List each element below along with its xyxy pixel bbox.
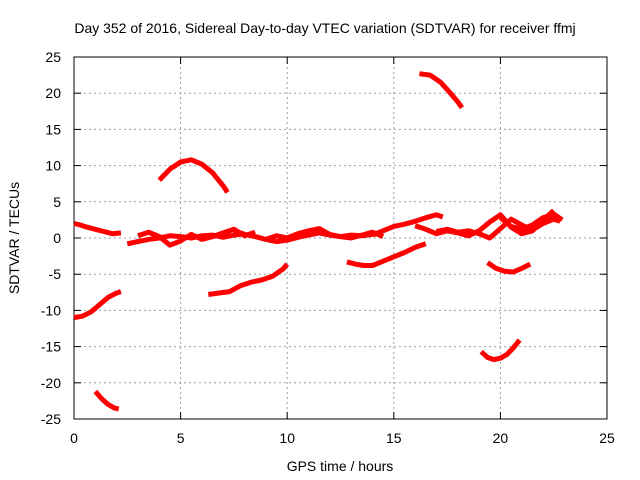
y-tick-label: 10 (45, 158, 61, 174)
series-arc-10 (346, 241, 427, 268)
series-arc-14 (435, 216, 561, 241)
series-arc-6 (157, 157, 230, 194)
series-arc-15 (479, 338, 522, 363)
y-tick-label: -10 (41, 302, 61, 318)
series-arc-16 (486, 260, 532, 275)
y-tick-label: 25 (45, 49, 61, 65)
series-arc-7 (207, 262, 290, 297)
series-layer (73, 71, 564, 412)
series-arc-11 (371, 212, 444, 238)
y-tick-label: 20 (45, 85, 61, 101)
x-tick-label: 15 (386, 430, 402, 446)
chart-title: Day 352 of 2016, Sidereal Day-to-day VTE… (74, 20, 575, 36)
x-tick-label: 25 (599, 430, 615, 446)
x-tick-label: 10 (279, 430, 295, 446)
series-arc-2 (73, 289, 122, 321)
x-tick-labels: 0 5 10 15 20 25 (70, 430, 615, 446)
series-arc-17 (498, 211, 564, 232)
series-arc-1 (73, 221, 122, 237)
y-tick-labels: -25 -20 -15 -10 -5 0 5 10 15 20 25 (41, 49, 61, 427)
x-tick-label: 20 (493, 430, 509, 446)
y-axis-label: SDTVAR / TECUs (6, 182, 22, 294)
y-tick-label: -15 (41, 339, 61, 355)
y-tick-label: -25 (41, 411, 61, 427)
axis-ticks (73, 56, 608, 420)
x-axis-label: GPS time / hours (287, 458, 394, 474)
y-tick-label: 0 (53, 230, 61, 246)
y-tick-label: -20 (41, 375, 61, 391)
y-tick-label: -5 (49, 266, 62, 282)
y-tick-label: 15 (45, 121, 61, 137)
x-tick-label: 5 (177, 430, 185, 446)
series-arc-12 (419, 71, 465, 110)
x-tick-label: 0 (70, 430, 78, 446)
y-tick-label: 5 (53, 194, 61, 210)
series-arc-3 (93, 389, 120, 412)
series-arc-9 (265, 226, 385, 242)
